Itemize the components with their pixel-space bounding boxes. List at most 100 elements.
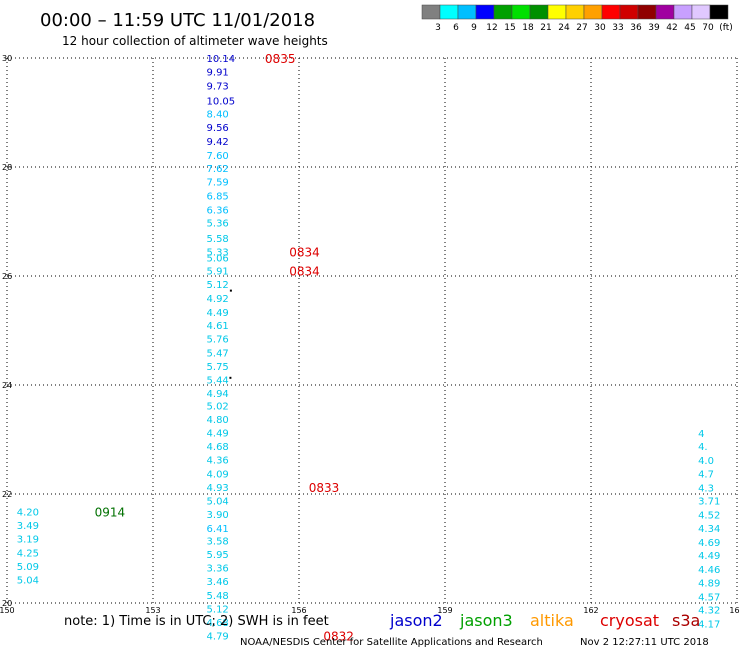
wave-height-value: 4.36 <box>207 456 229 467</box>
colorbar-swatch <box>547 4 567 20</box>
wave-height-value: 4.20 <box>17 507 39 518</box>
y-tick-label: 30 <box>2 54 12 63</box>
wave-height-value: 7.62 <box>207 164 229 175</box>
colorbar-swatch <box>583 4 603 20</box>
wave-height-value: 4.49 <box>698 551 720 562</box>
wave-height-value: 5.33 <box>207 247 229 258</box>
footer-note: note: 1) Time is in UTC; 2) SWH is in fe… <box>64 614 329 629</box>
wave-height-value: 4. <box>698 442 708 453</box>
wave-height-value: 4.0 <box>698 456 714 467</box>
wave-height-value: 4.17 <box>698 620 720 631</box>
y-tick-label: 24 <box>2 381 12 390</box>
wave-height-value: 5.06 <box>207 253 229 264</box>
colorbar-label: 36 <box>630 23 642 33</box>
colorbar-label: (ft) <box>719 23 733 33</box>
wave-height-value: 3.71 <box>698 497 720 508</box>
wave-height-value: 4.57 <box>698 592 720 603</box>
satellite-legend: jason2 jason3 altika cryosat s3a <box>389 611 700 630</box>
colorbar-label: 21 <box>540 23 551 33</box>
wave-height-value: 5.76 <box>207 335 229 346</box>
colorbar-swatch <box>619 4 639 20</box>
wave-height-value: 8.40 <box>207 110 229 121</box>
colorbar-swatch <box>493 4 513 20</box>
colorbar-swatch <box>511 4 531 20</box>
wave-height-value: 4.69 <box>698 538 720 549</box>
pass-time-label: 0834 <box>289 265 320 279</box>
colorbar-label: 6 <box>453 23 459 33</box>
wave-height-value: 5.48 <box>207 591 229 602</box>
legend-cryosat: cryosat <box>600 611 659 630</box>
colorbar-swatch <box>421 4 441 20</box>
wave-height-value: 4.68 <box>207 618 229 629</box>
footer-timestamp: Nov 2 12:27:11 UTC 2018 <box>580 637 709 648</box>
wave-height-value: 5.58 <box>207 234 229 245</box>
wave-height-value: 5.09 <box>17 562 39 573</box>
wave-height-value: 4.32 <box>698 606 720 617</box>
x-tick-label: 162 <box>583 606 598 615</box>
wave-height-value: 4.92 <box>207 294 229 305</box>
legend-s3a: s3a <box>672 611 700 630</box>
pass-time-label: 0835 <box>265 52 296 66</box>
x-tick-label: 156 <box>291 606 306 615</box>
colorbar-swatch <box>601 4 621 20</box>
wave-height-value: 4.49 <box>207 428 229 439</box>
y-tick-label: 26 <box>2 272 12 281</box>
wave-height-value: 4.52 <box>698 511 720 522</box>
chart-subtitle: 12 hour collection of altimeter wave hei… <box>62 34 328 48</box>
x-tick-label: 150 <box>0 606 15 615</box>
wave-height-value: 5.44 <box>207 376 229 387</box>
wave-height-value: 4.25 <box>17 548 39 559</box>
wave-height-value: 7.60 <box>207 151 229 162</box>
colorbar-swatch <box>457 4 477 20</box>
wave-height-value: 5.95 <box>207 550 229 561</box>
wave-height-value: 3.90 <box>207 510 229 521</box>
y-tick-label: 20 <box>2 599 12 608</box>
wave-height-value: 5.36 <box>207 219 229 230</box>
x-tick-label: 159 <box>437 606 452 615</box>
colorbar-label: 30 <box>594 23 606 33</box>
wave-height-value: 4.61 <box>207 321 229 332</box>
track-marker <box>229 289 232 292</box>
colorbar-swatch <box>673 4 693 20</box>
colorbar-label: 12 <box>486 23 497 33</box>
wave-height-value: 5.12 <box>207 604 229 615</box>
colorbar-label: 15 <box>504 23 515 33</box>
wave-height-value: 6.41 <box>207 524 229 535</box>
track-marker <box>229 376 232 379</box>
colorbar-swatch <box>691 4 711 20</box>
colorbar-label: 18 <box>522 23 534 33</box>
colorbar-swatch <box>529 4 549 20</box>
wave-height-value: 6.85 <box>207 191 229 202</box>
wave-height-value: 5.04 <box>207 497 229 508</box>
wave-height-value: 4.3 <box>698 483 714 494</box>
wave-height-value: 3.49 <box>17 521 39 532</box>
colorbar-swatch <box>709 4 729 20</box>
colorbar-label: 3 <box>435 23 441 33</box>
colorbar-label: 42 <box>666 23 677 33</box>
colorbar-swatch <box>637 4 657 20</box>
wave-height-value: 4.93 <box>207 483 229 494</box>
pass-time-label: 0833 <box>309 481 340 495</box>
wave-height-value: 3.36 <box>207 564 229 575</box>
wave-height-value: 9.56 <box>207 123 229 134</box>
colorbar-swatch <box>565 4 585 20</box>
wave-height-value: 6.36 <box>207 206 229 217</box>
wave-height-value: 4.68 <box>207 442 229 453</box>
colorbar-label: 45 <box>684 23 695 33</box>
colorbar-swatch <box>439 4 459 20</box>
wave-height-value: 4.46 <box>698 565 720 576</box>
wave-height-value: 5.12 <box>207 280 229 291</box>
footer-credit: NOAA/NESDIS Center for Satellite Applica… <box>240 637 543 648</box>
colorbar-label: 9 <box>471 23 477 33</box>
colorbar-swatch <box>475 4 495 20</box>
wave-height-value: 5.47 <box>207 348 229 359</box>
colorbar-label: 33 <box>612 23 623 33</box>
colorbar-legend: 3 6 9 12 15 18 21 24 27 30 33 36 39 42 45 70 (ft) <box>421 4 733 33</box>
colorbar-label: 27 <box>576 23 587 33</box>
wave-height-value: 4.49 <box>207 308 229 319</box>
wave-height-value: 4.34 <box>698 524 720 535</box>
wave-height-value: 10.05 <box>207 97 236 108</box>
wave-height-value: 9.42 <box>207 137 229 148</box>
wave-height-value: 5.04 <box>17 576 39 587</box>
